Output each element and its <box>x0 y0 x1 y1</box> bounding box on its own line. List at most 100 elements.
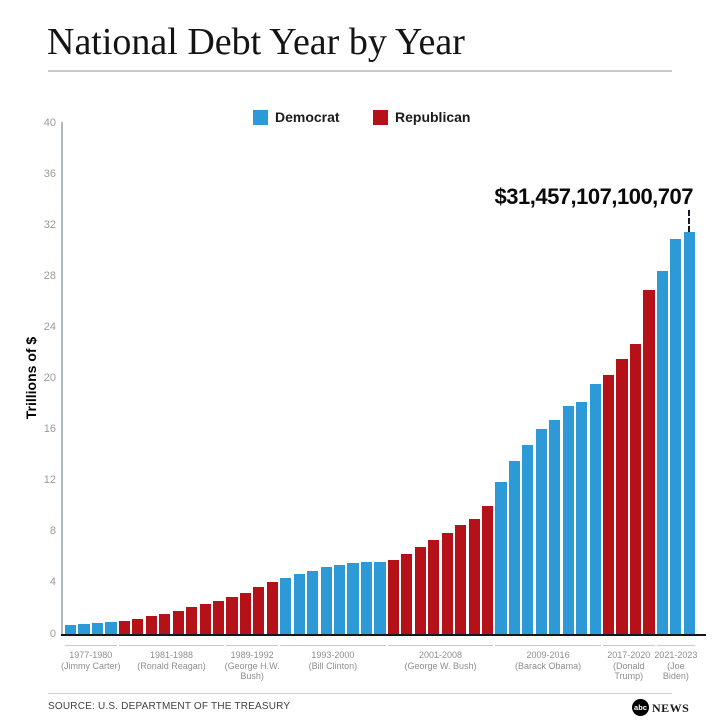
bar-2003 <box>414 547 426 634</box>
group-president-0: (Jimmy Carter) <box>61 660 121 671</box>
group-label-1: 1981-1988 (Ronald Reagan) <box>137 650 206 671</box>
bar-2020 <box>643 289 655 634</box>
bar-2023 <box>683 232 695 634</box>
bar-1990 <box>239 592 252 634</box>
bar-1992 <box>266 582 278 634</box>
group-separator-3 <box>280 645 386 646</box>
annotation-dashed-line <box>688 210 691 233</box>
bar-1993 <box>280 577 292 634</box>
group-president-1: (Ronald Reagan) <box>137 660 206 671</box>
group-label-6: 2017-2020 (Donald Trump) <box>607 650 650 682</box>
y-tick-28: 28 <box>43 269 56 282</box>
bar-1995 <box>307 570 319 634</box>
group-president-6: (Donald Trump) <box>612 660 645 682</box>
footer-divider <box>48 693 672 694</box>
group-separator-1 <box>118 645 225 646</box>
bar-2004 <box>428 539 440 634</box>
bar-2008 <box>481 506 494 634</box>
y-axis-line <box>61 122 63 635</box>
bar-1997 <box>334 564 346 634</box>
group-president-2: (George H.W. Bush) <box>224 660 280 682</box>
group-president-7: (Joe Biden) <box>662 660 689 682</box>
title-underline <box>48 70 672 72</box>
group-label-7: 2021-2023 (Joe Biden) <box>654 650 697 682</box>
legend-swatch-democrat <box>253 110 268 125</box>
bar-2001 <box>387 559 399 634</box>
bar-2010 <box>508 460 521 634</box>
bar-1980 <box>105 622 117 634</box>
group-separator-6 <box>603 645 655 646</box>
group-separator-0 <box>65 645 117 646</box>
bar-2005 <box>441 532 453 634</box>
bar-1986 <box>186 606 198 634</box>
abc-logo-circle: abc <box>632 699 649 716</box>
group-president-3: (Bill Clinton) <box>308 660 358 671</box>
group-years-7: 2021-2023 <box>654 650 698 660</box>
bar-1981 <box>118 621 130 634</box>
group-label-2: 1989-1992 (George H.W. Bush) <box>225 650 280 682</box>
bar-1984 <box>159 613 171 634</box>
bar-1987 <box>199 603 211 634</box>
bar-1985 <box>172 610 184 634</box>
bar-1979 <box>91 623 104 634</box>
bar-2018 <box>616 359 628 634</box>
group-separator-7 <box>656 645 695 646</box>
bar-2017 <box>603 375 615 634</box>
legend-label-republican: Republican <box>395 109 471 125</box>
bar-1978 <box>78 624 90 634</box>
bar-1991 <box>253 587 265 634</box>
bar-2000 <box>374 561 386 634</box>
bar-1983 <box>145 616 157 634</box>
group-separator-4 <box>387 645 494 646</box>
bar-2012 <box>535 428 547 634</box>
group-label-4: 2001-2008 (George W. Bush) <box>404 650 476 671</box>
bar-2019 <box>629 343 642 634</box>
source-text: SOURCE: U.S. DEPARTMENT OF THE TREASURY <box>48 701 291 712</box>
group-years-2: 1989-1992 <box>230 650 274 660</box>
bar-1994 <box>293 574 305 634</box>
bar-1998 <box>347 563 359 634</box>
group-label-3: 1993-2000 (Bill Clinton) <box>309 650 358 671</box>
bar-2014 <box>562 406 574 634</box>
y-tick-24: 24 <box>43 320 56 333</box>
bar-1989 <box>226 597 238 634</box>
bar-1996 <box>320 567 332 634</box>
plot-area: 1977-1980 (Jimmy Carter) 1981-1988 (Ronald … <box>61 123 698 681</box>
y-tick-32: 32 <box>43 218 56 231</box>
y-tick-8: 8 <box>49 525 56 538</box>
bar-2016 <box>589 384 601 634</box>
y-tick-20: 20 <box>43 372 56 384</box>
group-separator-2 <box>226 645 278 646</box>
legend-label-democrat: Democrat <box>275 109 340 125</box>
bar-1988 <box>212 600 225 634</box>
news-logo-text: NEWS <box>652 701 690 715</box>
bar-2011 <box>522 445 534 634</box>
bar-2002 <box>401 554 413 634</box>
y-tick-4: 4 <box>49 576 56 589</box>
y-tick-12: 12 <box>43 474 56 487</box>
legend-swatch-republican <box>373 110 388 125</box>
bar-2007 <box>468 518 480 634</box>
group-president-4: (George W. Bush) <box>404 660 477 671</box>
bar-2015 <box>576 402 588 634</box>
group-years-6: 2017-2020 <box>607 650 651 660</box>
group-years-3: 1993-2000 <box>311 650 355 660</box>
y-tick-0: 0 <box>49 627 56 640</box>
group-separator-5 <box>495 645 601 646</box>
bar-1999 <box>360 561 373 634</box>
group-president-5: (Barack Obama) <box>515 660 582 671</box>
bar-1982 <box>132 619 144 634</box>
y-tick-16: 16 <box>43 423 56 436</box>
page-title: National Debt Year by Year <box>47 21 465 63</box>
bar-2013 <box>549 420 561 634</box>
y-tick-40: 40 <box>43 116 56 129</box>
group-label-5: 2009-2016 (Barack Obama) <box>515 650 581 671</box>
bar-2009 <box>495 481 507 634</box>
debt-annotation: $31,457,107,100,707 <box>494 184 694 209</box>
bar-1977 <box>65 625 77 634</box>
group-label-0: 1977-1980 (Jimmy Carter) <box>61 650 121 671</box>
group-years-4: 2001-2008 <box>418 650 462 660</box>
group-years-0: 1977-1980 <box>69 650 113 660</box>
group-years-5: 2009-2016 <box>526 650 570 660</box>
